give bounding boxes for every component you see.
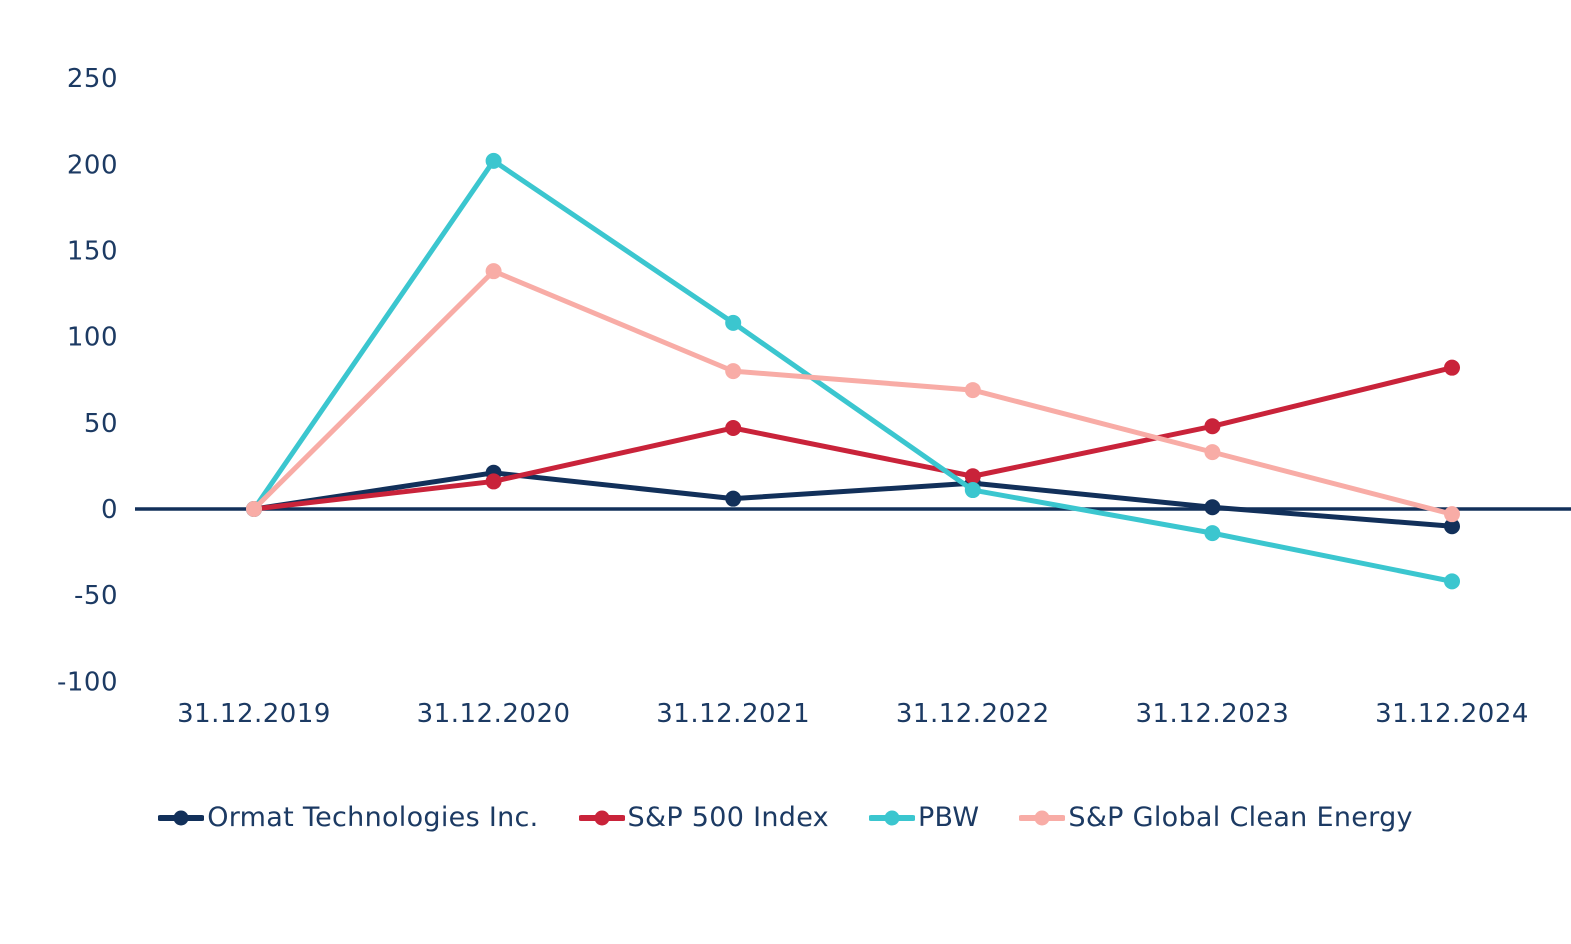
- legend-item-ormat-technologies-inc: Ormat Technologies Inc.: [158, 802, 538, 833]
- x-tick-label: 31.12.2020: [417, 699, 571, 729]
- data-point-s-p-500-index-5: [1444, 359, 1460, 376]
- data-point-s-p-global-clean-energy-4: [1204, 444, 1221, 461]
- data-point-s-p-global-clean-energy-2: [725, 363, 742, 380]
- data-point-s-p-global-clean-energy-0: [246, 501, 262, 517]
- series-line-s-p-global-clean-energy: [251, 268, 1455, 517]
- legend-marker-icon: [578, 810, 625, 825]
- legend-item-s-p-global-clean-energy: S&P Global Clean Energy: [1019, 802, 1412, 833]
- y-tick-label: 0: [101, 495, 118, 525]
- data-point-s-p-500-index-1: [485, 473, 502, 490]
- y-tick-label: -50: [74, 581, 118, 611]
- y-tick-label: 250: [67, 64, 118, 94]
- x-tick-label: 31.12.2024: [1375, 699, 1529, 729]
- data-point-pbw-3: [964, 482, 981, 499]
- data-point-pbw-5: [1444, 573, 1460, 590]
- line-chart: 250 200 150 100 50 0 -50 -100 31.12.2019 31.12.20…: [57, 64, 1571, 729]
- series-line-pbw: [251, 158, 1455, 584]
- data-point-pbw-2: [725, 314, 742, 331]
- data-point-s-p-500-index-4: [1204, 418, 1221, 435]
- data-point-s-p-500-index-3: [964, 468, 981, 485]
- data-point-s-p-global-clean-energy-5: [1444, 506, 1460, 523]
- y-tick-label: 100: [67, 323, 118, 353]
- legend-marker-icon: [868, 810, 915, 825]
- data-point-s-p-global-clean-energy-3: [964, 382, 981, 399]
- series-line-s-p-500-index: [251, 365, 1455, 512]
- y-tick-label: 200: [67, 150, 118, 180]
- y-tick-label: 50: [84, 409, 118, 439]
- legend-label: PBW: [917, 802, 980, 833]
- x-tick-label: 31.12.2019: [177, 699, 331, 729]
- series-line-ormat-technologies-inc: [251, 470, 1455, 529]
- y-tick-label: -100: [57, 667, 118, 697]
- legend-marker-icon: [1019, 810, 1066, 825]
- data-point-s-p-global-clean-energy-1: [485, 263, 502, 280]
- data-point-pbw-4: [1204, 525, 1221, 542]
- x-tick-label: 31.12.2023: [1135, 699, 1289, 729]
- legend-item-pbw: PBW: [868, 802, 980, 833]
- data-point-ormat-technologies-inc-2: [725, 490, 742, 507]
- data-point-pbw-1: [485, 152, 502, 169]
- data-point-ormat-technologies-inc-4: [1204, 499, 1221, 516]
- chart-legend: Ormat Technologies Inc. S&P 500 Index PBW S…: [0, 802, 1571, 833]
- legend-label: S&P Global Clean Energy: [1068, 802, 1413, 833]
- data-point-s-p-500-index-2: [725, 419, 742, 436]
- legend-label: S&P 500 Index: [627, 802, 829, 833]
- x-tick-label: 31.12.2021: [656, 699, 810, 729]
- y-tick-label: 150: [67, 236, 118, 266]
- legend-label: Ormat Technologies Inc.: [207, 802, 539, 833]
- legend-marker-icon: [158, 810, 205, 825]
- x-tick-label: 31.12.2022: [896, 699, 1050, 729]
- data-point-ormat-technologies-inc-5: [1444, 518, 1460, 535]
- legend-item-s-p-500-index: S&P 500 Index: [578, 802, 829, 833]
